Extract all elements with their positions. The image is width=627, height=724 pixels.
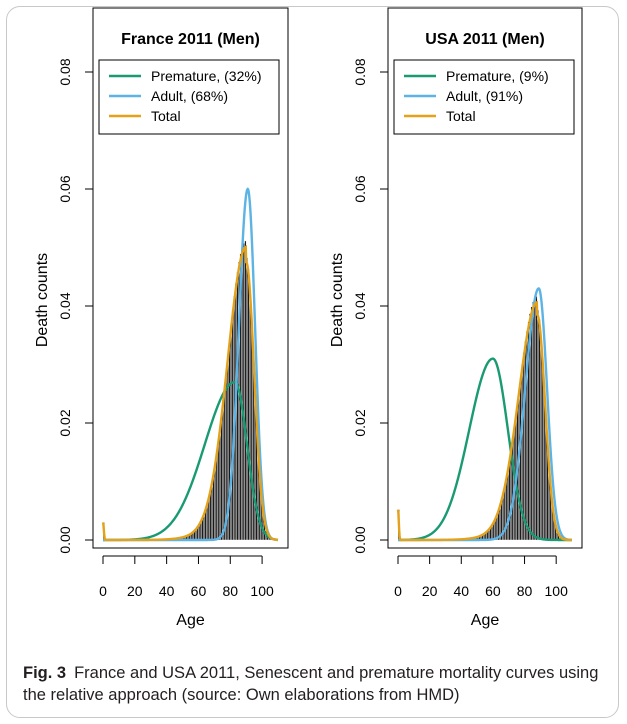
histogram-bar bbox=[537, 309, 539, 541]
histogram-bar bbox=[231, 309, 234, 541]
histogram-bar bbox=[220, 413, 223, 541]
x-tick-label: 100 bbox=[545, 583, 569, 599]
histogram-bar bbox=[247, 268, 250, 541]
legend-label-premature: Premature, (9%) bbox=[446, 68, 549, 84]
x-tick-label: 0 bbox=[99, 583, 107, 599]
histogram-bars bbox=[102, 240, 279, 541]
x-tick-label: 80 bbox=[517, 583, 533, 599]
x-tick-label: 0 bbox=[394, 583, 402, 599]
histogram-bar bbox=[222, 399, 225, 541]
histogram-bar bbox=[230, 324, 233, 541]
y-tick-label: 0.04 bbox=[352, 292, 368, 319]
histogram-bar bbox=[249, 289, 252, 541]
series-line-total bbox=[101, 244, 279, 542]
panel-title: USA 2011 (Men) bbox=[425, 31, 544, 48]
histogram-bar bbox=[532, 301, 535, 541]
histogram-bar bbox=[530, 306, 533, 541]
y-tick-label: 0.02 bbox=[57, 409, 73, 436]
y-tick-label: 0.08 bbox=[352, 58, 368, 85]
y-tick-label: 0.02 bbox=[352, 409, 368, 436]
x-tick-label: 80 bbox=[222, 583, 238, 599]
legend-label-premature: Premature, (32%) bbox=[151, 68, 261, 84]
histogram-bar bbox=[242, 242, 245, 541]
legend: Premature, (9%) Adult, (91%) Total bbox=[393, 59, 575, 135]
histogram-bar bbox=[217, 440, 220, 541]
histogram-bar bbox=[236, 271, 239, 541]
histogram-bar bbox=[533, 298, 536, 541]
histogram-bar bbox=[245, 257, 248, 541]
legend-label-total: Total bbox=[446, 108, 476, 124]
x-tick-label: 60 bbox=[485, 583, 501, 599]
series-line-total bbox=[396, 300, 573, 542]
legend-label-total: Total bbox=[151, 108, 181, 124]
x-tick-label: 20 bbox=[127, 583, 143, 599]
x-axis-title: Age bbox=[176, 612, 205, 629]
x-tick-label: 20 bbox=[422, 583, 438, 599]
histogram-bar bbox=[540, 335, 543, 541]
caption-text: France and USA 2011, Senescent and prema… bbox=[23, 664, 599, 704]
histogram-bar bbox=[218, 427, 221, 541]
panel-title: France 2011 (Men) bbox=[121, 31, 260, 48]
y-tick-label: 0.00 bbox=[352, 526, 368, 553]
y-tick-label: 0.00 bbox=[57, 526, 73, 553]
histogram-bar bbox=[241, 247, 244, 541]
x-tick-label: 40 bbox=[159, 583, 175, 599]
y-axis-title: Death counts bbox=[34, 253, 51, 347]
histogram-bar bbox=[519, 376, 522, 541]
x-axis-title: Age bbox=[471, 612, 500, 629]
histogram-bar bbox=[538, 318, 541, 541]
caption-label: Fig. 3 bbox=[23, 664, 67, 682]
x-tick-label: 60 bbox=[191, 583, 207, 599]
y-axis-title: Death counts bbox=[329, 253, 346, 347]
x-tick-label: 40 bbox=[453, 583, 469, 599]
y-tick-label: 0.06 bbox=[352, 175, 368, 202]
histogram-bar bbox=[223, 384, 226, 541]
figure-caption: Fig. 3 France and USA 2011, Senescent and… bbox=[23, 662, 603, 706]
y-tick-label: 0.08 bbox=[57, 58, 73, 85]
y-tick-label: 0.04 bbox=[57, 292, 73, 319]
histogram-bar bbox=[244, 240, 247, 541]
x-tick-label: 100 bbox=[250, 583, 274, 599]
panel-usa: USA 2011 (Men) 0.00 0.02 0.04 0.06 0.08 0 20 40 6… bbox=[329, 7, 583, 629]
legend-label-adult: Adult, (91%) bbox=[446, 88, 523, 104]
legend: Premature, (32%) Adult, (68%) Total bbox=[98, 59, 280, 135]
histogram-bar bbox=[535, 296, 538, 541]
series-line-premature bbox=[397, 357, 572, 542]
histogram-bar bbox=[522, 352, 525, 541]
y-tick-label: 0.06 bbox=[57, 175, 73, 202]
legend-label-adult: Adult, (68%) bbox=[151, 88, 228, 104]
panel-france: France 2011 (Men) 0.00 0.02 0.04 0.06 0.08 0 20… bbox=[34, 7, 289, 629]
